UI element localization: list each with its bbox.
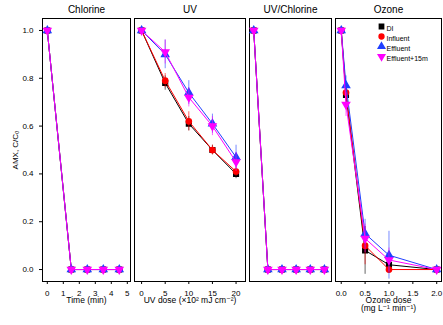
- svg-text:Ozone dose(mg L⁻¹ min⁻¹): Ozone dose(mg L⁻¹ min⁻¹): [361, 295, 416, 314]
- svg-text:0.0: 0.0: [336, 289, 348, 298]
- svg-text:5: 5: [125, 289, 130, 298]
- svg-text:0.4: 0.4: [22, 169, 34, 178]
- svg-text:0.8: 0.8: [22, 74, 34, 83]
- svg-text:Effluent+15m: Effluent+15m: [387, 55, 428, 62]
- svg-text:0: 0: [45, 289, 50, 298]
- svg-text:2.0: 2.0: [431, 289, 443, 298]
- svg-text:UV/Chlorine: UV/Chlorine: [264, 4, 318, 15]
- svg-text:1.0: 1.0: [22, 26, 34, 35]
- svg-text:Influent: Influent: [387, 35, 410, 42]
- svg-text:UV dose (×10² mJ cm⁻²): UV dose (×10² mJ cm⁻²): [144, 295, 237, 305]
- svg-text:0.2: 0.2: [22, 217, 34, 226]
- svg-text:20: 20: [231, 289, 241, 299]
- svg-text:Effluent: Effluent: [387, 45, 411, 52]
- svg-text:Ozone: Ozone: [374, 4, 404, 15]
- svg-text:0.0: 0.0: [22, 265, 34, 274]
- svg-text:AMX, C/C₀: AMX, C/C₀: [11, 131, 20, 170]
- svg-text:4: 4: [109, 289, 114, 298]
- svg-text:Chlorine: Chlorine: [68, 4, 106, 15]
- svg-text:DI: DI: [387, 25, 394, 32]
- svg-text:1: 1: [61, 289, 66, 298]
- svg-text:UV: UV: [183, 4, 197, 15]
- svg-text:0: 0: [139, 289, 144, 299]
- svg-text:1.5: 1.5: [407, 289, 419, 299]
- svg-text:Time (min): Time (min): [66, 295, 106, 305]
- svg-text:0.6: 0.6: [22, 122, 34, 131]
